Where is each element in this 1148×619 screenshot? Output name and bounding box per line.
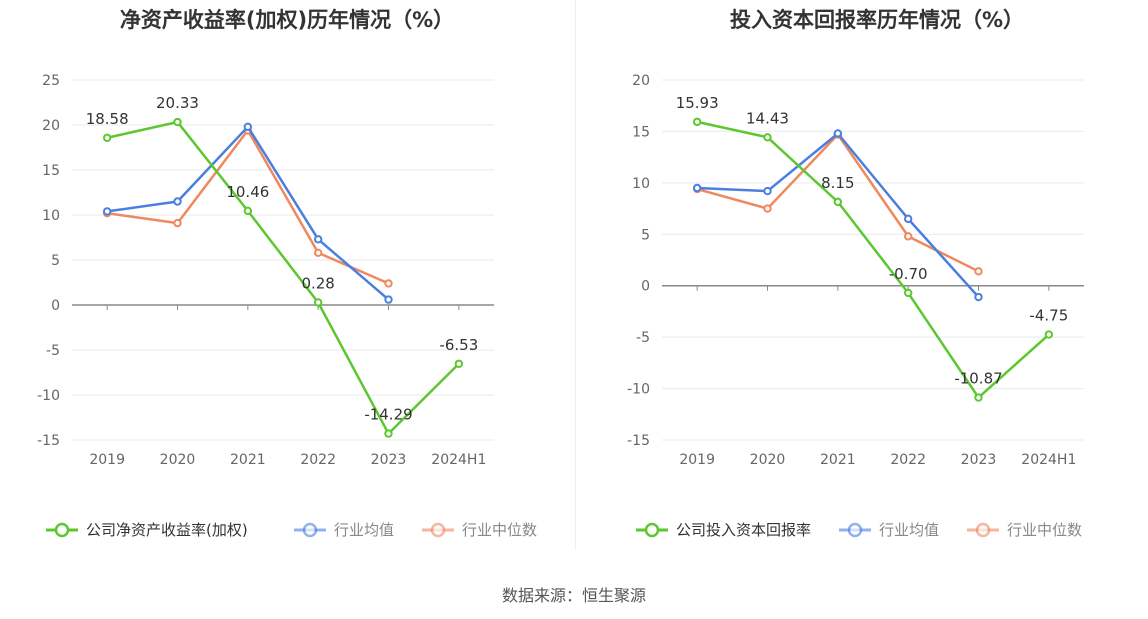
series-line xyxy=(106,120,460,435)
data-source: 数据来源：恒生聚源 xyxy=(501,586,646,605)
data-point xyxy=(974,292,983,302)
data-point xyxy=(313,248,323,258)
x-tick-label: 2020 xyxy=(750,452,786,468)
data-label: 8.15 xyxy=(821,174,854,192)
data-point xyxy=(384,429,393,438)
y-tick-label: -5 xyxy=(46,343,60,359)
y-tick-label: 15 xyxy=(42,163,60,179)
legend-item: 行业均值 xyxy=(294,521,394,539)
data-label: 15.93 xyxy=(676,94,719,112)
y-tick-label: -10 xyxy=(627,382,650,398)
x-tick-label: 2021 xyxy=(230,452,266,468)
data-point xyxy=(243,206,253,216)
y-tick-label: 5 xyxy=(51,253,60,269)
data-point xyxy=(173,218,182,228)
y-tick-label: 20 xyxy=(42,118,60,134)
roic-chart-panel: 投入资本回报率历年情况（%） 20 15 10 5 0 -5 -10 -15 2019 2020 2… xyxy=(590,0,1148,560)
data-label: 0.28 xyxy=(301,274,334,292)
series-line xyxy=(697,132,980,298)
x-tick-label: 2019 xyxy=(679,452,715,468)
data-point xyxy=(692,183,702,193)
data-point xyxy=(313,298,323,307)
data-point xyxy=(173,197,182,206)
roic-chart-title: 投入资本回报率历年情况（%） xyxy=(729,8,1025,32)
x-tick-label: 2024H1 xyxy=(1021,452,1076,468)
data-label: -6.53 xyxy=(439,336,478,354)
y-tick-label: 5 xyxy=(641,227,650,243)
legend-item: 公司投入资本回报率 xyxy=(636,521,811,539)
y-tick-label: -10 xyxy=(37,388,60,404)
legend-marker xyxy=(644,522,660,538)
series-line xyxy=(696,120,1050,399)
legend-marker xyxy=(302,522,318,538)
legend-label: 行业中位数 xyxy=(1007,521,1082,539)
roe-chart-title: 净资产收益率(加权)历年情况（%） xyxy=(119,8,455,32)
y-tick-label: -15 xyxy=(37,433,60,449)
x-tick-label: 2021 xyxy=(820,452,856,468)
data-point xyxy=(763,133,772,142)
legend-marker xyxy=(54,522,70,538)
x-tick-label: 2023 xyxy=(961,452,997,468)
data-point xyxy=(833,129,843,138)
data-point xyxy=(384,279,393,288)
roe-chart: 25 20 15 10 5 0 -5 -10 -15 2019 2020 2021 2022 2023 20… xyxy=(37,73,537,539)
legend-marker xyxy=(975,522,991,538)
data-point xyxy=(833,197,843,207)
legend-label: 行业中位数 xyxy=(462,521,537,539)
data-label: 20.33 xyxy=(156,94,199,112)
roe-chart-panel: 净资产收益率(加权)历年情况（%） 25 20 15 10 5 0 -5 -10 -15 2019… xyxy=(0,0,574,560)
y-tick-label: -5 xyxy=(636,330,650,346)
data-point xyxy=(763,204,772,213)
x-tick-label: 2020 xyxy=(160,452,196,468)
data-point xyxy=(903,214,913,224)
x-tick-label: 2023 xyxy=(371,452,407,468)
data-label: 14.43 xyxy=(746,109,789,127)
data-point xyxy=(102,133,112,142)
data-point xyxy=(1044,330,1054,339)
data-point xyxy=(243,122,253,132)
data-label: 10.46 xyxy=(226,183,269,201)
data-label: -10.87 xyxy=(954,370,1002,388)
data-point xyxy=(102,207,112,216)
x-tick-label: 2022 xyxy=(300,452,336,468)
y-tick-label: 25 xyxy=(42,73,60,89)
legend-item: 行业均值 xyxy=(839,521,939,539)
data-point xyxy=(384,295,393,304)
data-point xyxy=(173,117,182,127)
legend-marker xyxy=(847,522,863,538)
legend-item: 公司净资产收益率(加权) xyxy=(46,521,248,539)
y-tick-label: -15 xyxy=(627,433,650,449)
legend-marker xyxy=(430,522,446,538)
data-point xyxy=(903,232,913,241)
data-point xyxy=(454,359,464,368)
y-tick-label: 10 xyxy=(632,176,650,192)
data-label: -14.29 xyxy=(364,406,412,424)
roic-chart: 20 15 10 5 0 -5 -10 -15 2019 2020 2021 2022 2023 2024… xyxy=(627,73,1084,539)
legend-item: 行业中位数 xyxy=(967,521,1082,539)
y-tick-label: 0 xyxy=(51,298,60,314)
data-point xyxy=(763,186,772,196)
x-tick-label: 2022 xyxy=(890,452,926,468)
panel-divider xyxy=(575,0,576,550)
legend-label: 公司净资产收益率(加权) xyxy=(86,521,248,539)
data-point xyxy=(974,393,983,402)
data-label: 18.58 xyxy=(86,110,129,128)
x-tick-label: 2024H1 xyxy=(431,452,486,468)
legend-label: 行业均值 xyxy=(879,521,939,539)
y-tick-label: 20 xyxy=(632,73,650,89)
data-point xyxy=(903,288,913,298)
data-label: -4.75 xyxy=(1029,307,1068,325)
data-point xyxy=(692,117,702,127)
y-tick-label: 10 xyxy=(42,208,60,224)
data-point xyxy=(313,235,323,244)
data-point xyxy=(974,267,983,276)
legend-label: 公司投入资本回报率 xyxy=(676,521,811,539)
x-tick-label: 2019 xyxy=(89,452,125,468)
y-tick-label: 0 xyxy=(641,279,650,295)
y-tick-label: 15 xyxy=(632,124,650,140)
data-label: -0.70 xyxy=(889,265,928,283)
legend-item: 行业中位数 xyxy=(422,521,537,539)
legend-label: 行业均值 xyxy=(334,521,394,539)
